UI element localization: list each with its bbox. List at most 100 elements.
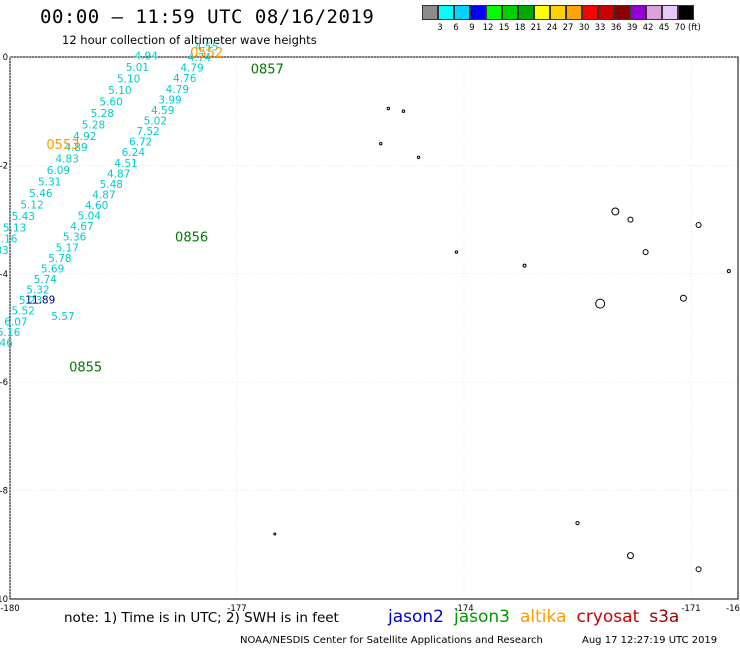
swh-value: 4.94 bbox=[135, 51, 159, 63]
x-tick-label: -177 bbox=[227, 604, 246, 614]
scale-swatch bbox=[486, 5, 502, 20]
y-tick-label: -4 bbox=[0, 270, 8, 280]
pass-time-label: 0857 bbox=[251, 62, 284, 77]
scale-label: 3 bbox=[437, 23, 443, 33]
altimeter-tracks: 4.945.015.105.105.605.285.284.924.894.83… bbox=[0, 41, 218, 349]
island-outline bbox=[386, 106, 391, 111]
scale-label: 30 bbox=[578, 23, 590, 33]
scale-swatch bbox=[566, 5, 582, 20]
legend-altika: altika bbox=[520, 607, 567, 627]
swh-value: 4.59 bbox=[151, 105, 174, 117]
swh-value: 5.12 bbox=[20, 199, 43, 211]
swh-value: 4.74 bbox=[188, 52, 212, 64]
swh-value: 5.78 bbox=[48, 253, 71, 265]
island-outline bbox=[611, 207, 620, 216]
satellite-legend: jason2 jason3 altika cryosat s3a bbox=[388, 607, 689, 627]
island-outline bbox=[642, 249, 649, 256]
island-outline bbox=[416, 155, 421, 159]
swh-value: 5.52 bbox=[12, 306, 35, 318]
swh-value: 5.16 bbox=[0, 327, 21, 339]
swh-value: 4.87 bbox=[107, 168, 130, 180]
island-outline bbox=[401, 109, 406, 113]
swh-value: 5.48 bbox=[100, 179, 123, 191]
island-outline bbox=[726, 269, 731, 274]
swh-value: 5.36 bbox=[63, 232, 87, 244]
swh-value: 3.99 bbox=[158, 94, 181, 106]
map-title: 00:00 – 11:59 UTC 08/16/2019 bbox=[40, 6, 375, 28]
swh-value: 5.04 bbox=[78, 211, 102, 223]
swh-value: 5.31 bbox=[38, 177, 61, 189]
island-outline bbox=[575, 521, 580, 526]
swh-value: 5.10 bbox=[108, 85, 131, 97]
swh-value: 5.01 bbox=[126, 62, 149, 74]
scale-label: 18 bbox=[514, 23, 526, 33]
swh-value: 4.79 bbox=[166, 84, 189, 96]
island-outline bbox=[679, 294, 687, 302]
islands bbox=[273, 106, 731, 573]
scale-label: 24 bbox=[546, 23, 558, 33]
scale-swatch bbox=[614, 5, 630, 20]
swh-value: 7.52 bbox=[136, 126, 159, 138]
y-tick-label: -2 bbox=[0, 161, 8, 171]
swh-value: 6.24 bbox=[122, 147, 146, 159]
gridlines bbox=[9, 56, 738, 599]
tick-labels: -180-177-174-171-168-160-2-4-6-8-10 bbox=[0, 53, 740, 614]
swh-value: 5.57 bbox=[51, 311, 74, 323]
scale-label: 42 bbox=[642, 23, 654, 33]
swh-value: 4.87 bbox=[92, 189, 115, 201]
island-outline bbox=[695, 222, 702, 229]
scale-swatch bbox=[598, 5, 614, 20]
swh-value: 4.89 bbox=[64, 142, 87, 154]
scale-label: 33 bbox=[594, 23, 606, 33]
swh-value: 6.72 bbox=[129, 137, 152, 149]
pass-time-label: 0552 bbox=[190, 46, 223, 61]
swh-value: 4.83 bbox=[56, 154, 79, 166]
island-outline bbox=[595, 298, 606, 309]
scale-swatch bbox=[662, 5, 678, 20]
x-tick-label: -171 bbox=[681, 604, 700, 614]
scale-label: 70 bbox=[674, 23, 686, 33]
pass-time-label: 0855 bbox=[69, 360, 102, 375]
swh-value: 5.43 bbox=[12, 211, 35, 223]
scale-swatch bbox=[582, 5, 598, 20]
scale-label: 39 bbox=[626, 23, 638, 33]
scale-unit: (ft) bbox=[688, 23, 701, 33]
island-outline bbox=[695, 566, 702, 573]
swh-value: 5.60 bbox=[99, 96, 122, 108]
scale-label: 45 bbox=[658, 23, 670, 33]
scale-swatch bbox=[438, 5, 454, 20]
scale-label: 21 bbox=[530, 23, 542, 33]
y-tick-label: -8 bbox=[0, 487, 8, 497]
scale-label: 27 bbox=[562, 23, 574, 33]
legend-jason2: jason2 bbox=[388, 607, 444, 627]
swh-value: 5.33 bbox=[0, 245, 9, 257]
scale-swatch bbox=[518, 5, 534, 20]
credit-line: NOAA/NESDIS Center for Satellite Applica… bbox=[240, 635, 543, 646]
map-frame bbox=[9, 56, 739, 600]
swh-value: 4.55 bbox=[195, 41, 218, 53]
legend-s3a: s3a bbox=[649, 607, 680, 627]
swh-value: 5.17 bbox=[56, 242, 79, 254]
swh-value: 4.60 bbox=[85, 200, 108, 212]
scale-swatch bbox=[422, 5, 438, 20]
swh-value: 6.07 bbox=[4, 316, 27, 328]
swh-value: 5.23 bbox=[19, 295, 42, 307]
scale-label: 6 bbox=[453, 23, 459, 33]
scale-label: 12 bbox=[482, 23, 494, 33]
swh-value: 5.69 bbox=[41, 263, 64, 275]
swh-value: 6.09 bbox=[47, 165, 70, 177]
island-outline bbox=[626, 552, 634, 560]
map-subtitle: 12 hour collection of altimeter wave hei… bbox=[62, 33, 317, 47]
y-tick-label: 0 bbox=[3, 53, 8, 63]
scale-swatch bbox=[630, 5, 646, 20]
island-outline bbox=[627, 216, 634, 223]
x-tick-label: -180 bbox=[0, 604, 19, 614]
generation-timestamp: Aug 17 12:27:19 UTC 2019 bbox=[582, 635, 718, 646]
x-tick-label: -16 bbox=[726, 604, 740, 614]
x-tick-label: -174 bbox=[454, 604, 473, 614]
swh-value: 5.28 bbox=[91, 108, 114, 120]
note-text: note: 1) Time is in UTC; 2) SWH is in fe… bbox=[64, 610, 339, 626]
scale-label: 15 bbox=[498, 23, 510, 33]
y-tick-label: -10 bbox=[0, 595, 8, 605]
